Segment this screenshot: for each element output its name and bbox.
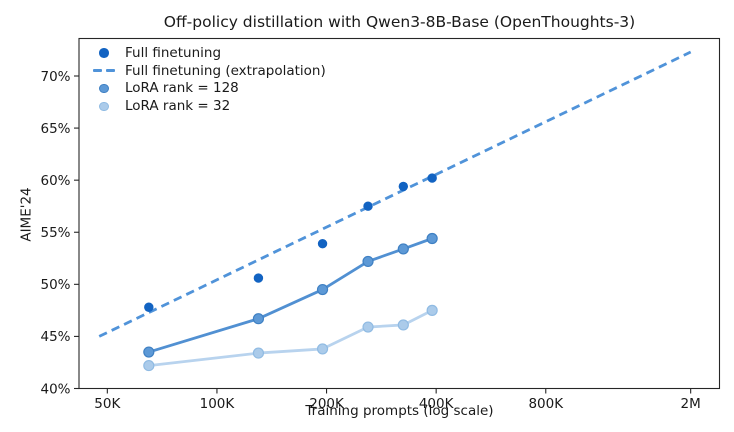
full-finetuning-dot-icon — [99, 48, 109, 58]
legend-label: Full finetuning — [125, 44, 222, 61]
svg-text:60%: 60% — [40, 173, 70, 189]
legend-item-lora-rank-32: LoRA rank = 32 — [90, 97, 326, 115]
svg-text:55%: 55% — [40, 225, 70, 241]
legend: Full finetuning Full finetuning (extrapo… — [90, 44, 326, 115]
svg-text:45%: 45% — [40, 329, 70, 345]
legend-label: Full finetuning (extrapolation) — [125, 62, 326, 79]
legend-item-full-finetuning: Full finetuning — [90, 44, 326, 62]
svg-text:50%: 50% — [40, 277, 70, 293]
lora-128-dot-icon — [99, 83, 109, 94]
legend-item-full-finetuning-extrapolation: Full finetuning (extrapolation) — [90, 62, 326, 80]
svg-text:50K: 50K — [94, 396, 121, 412]
svg-text:65%: 65% — [40, 121, 70, 137]
x-axis-label: Training prompts (log scale) — [305, 403, 494, 419]
svg-text:2M: 2M — [681, 396, 701, 412]
svg-text:40%: 40% — [40, 381, 70, 397]
svg-text:800K: 800K — [528, 396, 564, 412]
svg-text:70%: 70% — [40, 69, 70, 85]
svg-text:200K: 200K — [309, 396, 345, 412]
chart-title: Off-policy distillation with Qwen3-8B-Ba… — [163, 13, 636, 31]
legend-item-lora-rank-128: LoRA rank = 128 — [90, 80, 326, 98]
svg-text:100K: 100K — [200, 396, 236, 412]
dashed-line-icon — [93, 69, 115, 73]
legend-label: LoRA rank = 32 — [125, 98, 231, 115]
legend-label: LoRA rank = 128 — [125, 80, 239, 97]
lora-32-dot-icon — [99, 101, 109, 112]
svg-text:400K: 400K — [419, 396, 455, 412]
